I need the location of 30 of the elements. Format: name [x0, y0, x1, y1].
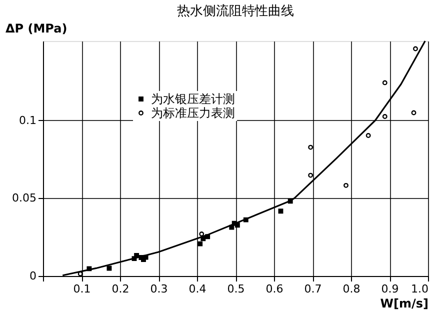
point	[198, 241, 203, 246]
point	[308, 144, 314, 150]
point	[344, 182, 348, 188]
y-tick-label: 0.05	[12, 192, 36, 205]
point	[411, 110, 416, 116]
x-tick-label: 0.9	[381, 282, 399, 296]
x-tick-label: 0.7	[304, 282, 322, 296]
legend-label: 为水银压差计测	[151, 92, 235, 106]
x-tick-label: 0.2	[112, 282, 130, 296]
x-axis-title: W[m/s]	[380, 296, 428, 310]
point	[106, 266, 112, 271]
y-axis-title: ΔP (MPa)	[6, 22, 68, 36]
point	[413, 46, 418, 52]
y-tick-label: 0	[30, 270, 36, 282]
x-tick-label: 0.1	[73, 282, 91, 296]
x-tick-label: 0.8	[342, 282, 360, 296]
y-tick-label: 0.1	[19, 114, 36, 127]
point	[199, 232, 204, 236]
point	[278, 208, 284, 214]
x-tick-label: 0.3	[150, 282, 168, 296]
x-tick-label: 0.6	[266, 282, 284, 296]
point	[382, 114, 388, 119]
point	[308, 172, 314, 178]
x-tick-label: 1.0	[411, 282, 428, 296]
x-tick-label: 0.5	[227, 282, 245, 296]
legend-label: 为标准压力表测	[151, 106, 235, 120]
point	[366, 133, 371, 138]
x-tick-label: 0.4	[188, 282, 206, 296]
chart-title: 热水侧流阻特性曲线	[177, 3, 294, 19]
point	[382, 80, 388, 86]
